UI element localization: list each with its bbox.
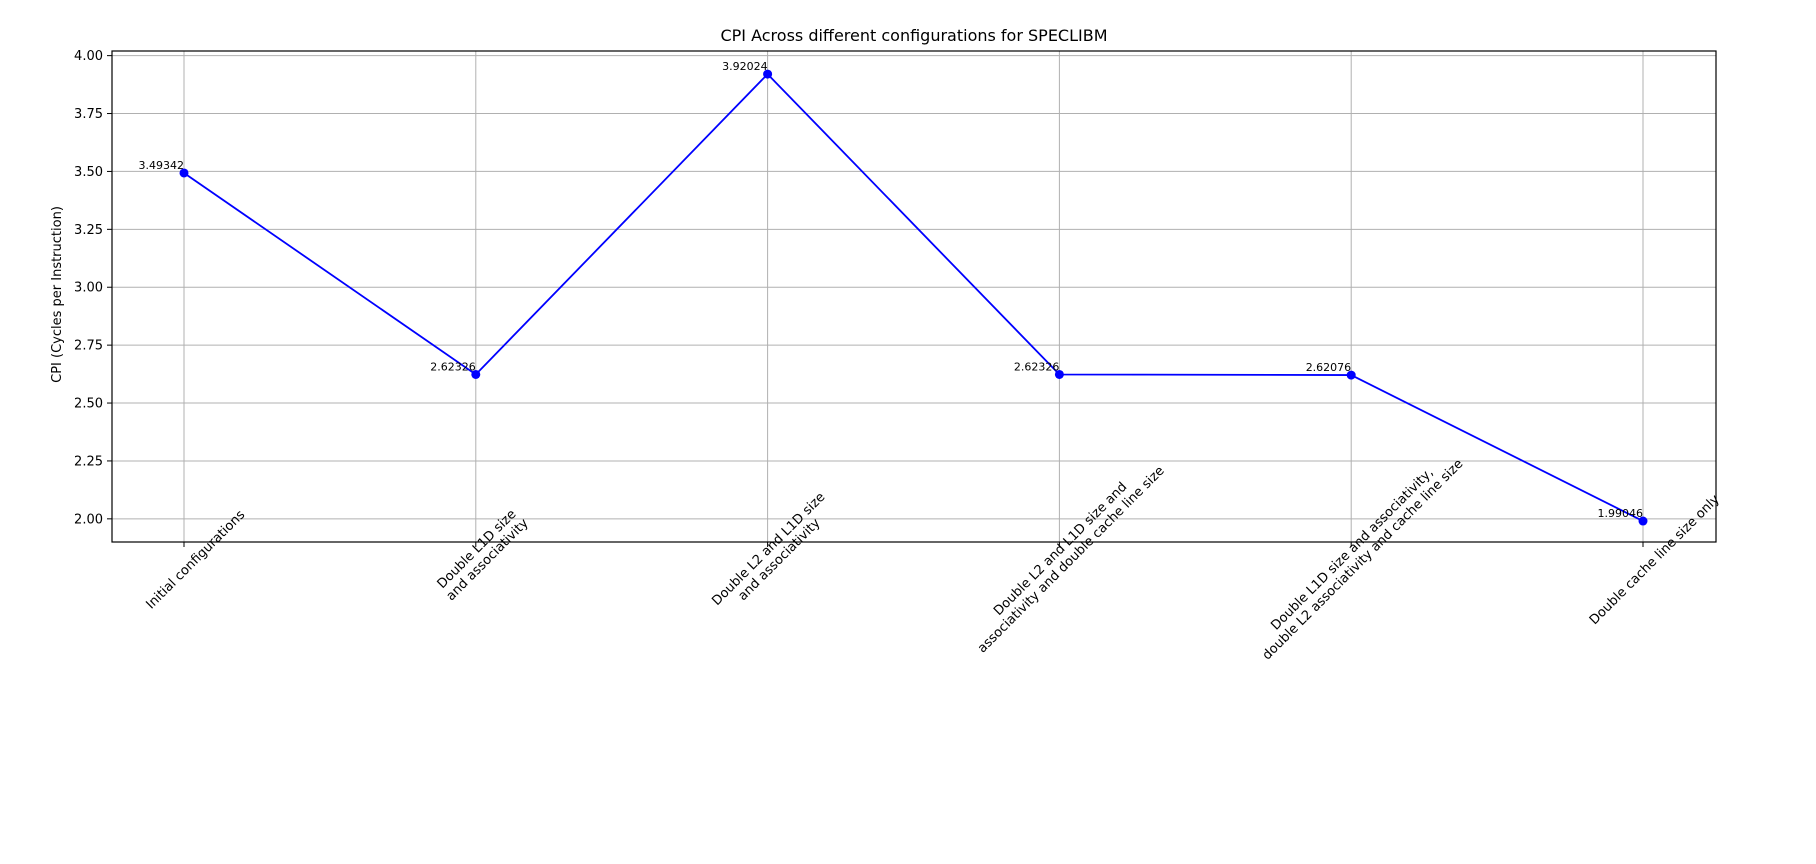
data-label: 3.92024 <box>722 60 768 73</box>
axes-layer <box>107 50 1717 547</box>
data-point <box>179 168 189 178</box>
y-axis-label: CPI (Cycles per Instruction) <box>50 206 65 383</box>
data-point <box>763 69 773 79</box>
y-tick-label: 3.25 <box>74 223 103 238</box>
data-point <box>471 369 481 379</box>
grid-layer <box>112 51 1716 542</box>
y-tick-label: 3.00 <box>74 281 103 296</box>
chart-title: CPI Across different configurations for … <box>720 26 1107 45</box>
y-tick-label: 2.50 <box>74 397 103 412</box>
series-line <box>183 72 1644 522</box>
data-label: 2.62326 <box>430 360 476 373</box>
data-label: 3.49342 <box>139 159 185 172</box>
data-label: 1.99046 <box>1598 507 1644 520</box>
data-point <box>1054 369 1064 379</box>
y-tick-label: 3.50 <box>74 165 103 180</box>
plot-frame <box>111 50 1717 543</box>
y-tick-label: 2.25 <box>74 454 103 469</box>
y-tick-label: 2.00 <box>74 512 103 527</box>
data-point <box>1638 516 1648 526</box>
y-tick-label: 2.75 <box>74 339 103 354</box>
data-label: 2.62076 <box>1306 361 1352 374</box>
data-label: 2.62326 <box>1014 360 1060 373</box>
data-point <box>1346 370 1356 380</box>
y-tick-label: 3.75 <box>74 107 103 122</box>
series-layer <box>179 69 1648 526</box>
y-tick-label: 4.00 <box>74 49 103 64</box>
